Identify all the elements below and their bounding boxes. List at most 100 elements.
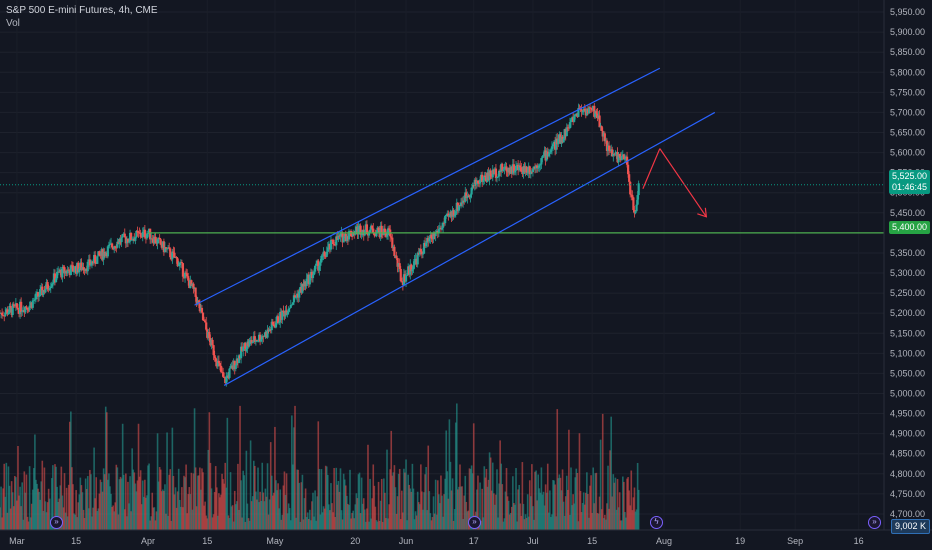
candle-body bbox=[471, 184, 474, 188]
candle-body bbox=[598, 115, 601, 128]
volume-bar bbox=[366, 508, 368, 530]
volume-bar bbox=[371, 498, 374, 530]
volume-bar bbox=[587, 494, 589, 530]
channel-trend-line[interactable] bbox=[194, 67, 661, 306]
volume-bar bbox=[506, 496, 509, 530]
candle-body bbox=[459, 202, 463, 206]
candle-body bbox=[211, 339, 214, 346]
candle-body bbox=[618, 154, 621, 157]
volume-bar bbox=[499, 440, 501, 530]
volume-bar bbox=[441, 495, 443, 530]
candle-body bbox=[80, 262, 83, 271]
candle-body bbox=[176, 258, 179, 267]
volume-bar bbox=[377, 481, 380, 530]
volume-bar bbox=[133, 472, 136, 530]
volume-bar bbox=[365, 521, 367, 530]
time-axis[interactable]: Mar 15 Apr 15 May 20 Jun 17 Jul 15 Aug 19 Sep 16 bbox=[9, 536, 863, 546]
volume-bar bbox=[242, 470, 245, 530]
volume-bar bbox=[372, 464, 375, 530]
channel-trend-line[interactable] bbox=[223, 111, 716, 386]
volume-bar bbox=[389, 469, 391, 530]
volume-bar bbox=[367, 444, 369, 530]
volume-bar bbox=[227, 515, 230, 530]
volume-bar bbox=[596, 513, 599, 530]
volume-bar bbox=[25, 474, 28, 530]
volume-bar bbox=[29, 517, 32, 530]
volume-bar bbox=[338, 491, 341, 530]
candle-body bbox=[501, 164, 504, 171]
volume-bar bbox=[193, 408, 196, 530]
volume-bar bbox=[302, 519, 305, 530]
candle-body bbox=[143, 229, 146, 238]
candle-body bbox=[301, 284, 304, 293]
projection-arrow-segment[interactable] bbox=[642, 148, 661, 189]
candle-body bbox=[637, 183, 640, 196]
volume-bar bbox=[326, 474, 329, 530]
candle-body bbox=[225, 376, 228, 384]
volume-bar bbox=[544, 484, 547, 530]
volume-bar bbox=[47, 488, 50, 530]
candle-body bbox=[413, 259, 416, 266]
volume-bar bbox=[477, 475, 479, 530]
volume-bar bbox=[211, 517, 214, 530]
volume-bar bbox=[623, 481, 625, 530]
projection-arrow-segment[interactable] bbox=[659, 148, 707, 218]
candle-body bbox=[248, 340, 251, 346]
volume-bar bbox=[532, 506, 534, 530]
volume-bar bbox=[75, 490, 77, 530]
volume-bar bbox=[254, 465, 256, 530]
volume-bar bbox=[42, 510, 45, 530]
candle-body bbox=[631, 194, 634, 198]
volume-bar bbox=[625, 517, 627, 530]
volume-indicator-label[interactable]: Vol bbox=[6, 18, 20, 29]
candle-body bbox=[399, 268, 402, 281]
time-tick-label: Jul bbox=[527, 536, 539, 546]
volume-bar bbox=[225, 487, 228, 530]
event-marker-icon[interactable]: » bbox=[468, 516, 481, 529]
volume-bar bbox=[362, 498, 365, 530]
volume-bar bbox=[191, 509, 194, 530]
volume-bar bbox=[247, 518, 250, 530]
volume-bar bbox=[390, 430, 393, 530]
volume-bar bbox=[451, 478, 454, 530]
flash-event-icon[interactable]: ϟ bbox=[650, 516, 663, 529]
volume-bar bbox=[595, 472, 598, 530]
volume-bar bbox=[260, 500, 262, 530]
candle-body bbox=[67, 269, 70, 271]
candle-body bbox=[38, 296, 41, 297]
volume-bar bbox=[61, 495, 64, 530]
volume-bar bbox=[273, 492, 275, 530]
volume-bar bbox=[0, 486, 2, 530]
volume-bar bbox=[151, 492, 154, 530]
volume-bar bbox=[429, 513, 432, 530]
volume-bar bbox=[369, 478, 371, 530]
candle-body bbox=[513, 170, 517, 173]
volume-bar bbox=[550, 517, 552, 530]
candle-body bbox=[380, 225, 383, 234]
price-axis[interactable]: 4,700.00 4,750.00 4,800.00 4,850.00 4,900.00… bbox=[890, 7, 925, 519]
volume-bar bbox=[448, 419, 451, 530]
volume-bar bbox=[289, 520, 292, 530]
event-marker-icon[interactable]: » bbox=[868, 516, 881, 529]
volume-bar bbox=[80, 485, 83, 530]
candle-body bbox=[565, 127, 568, 137]
volume-bar bbox=[240, 480, 242, 530]
candle-body bbox=[550, 146, 554, 150]
volume-bar bbox=[129, 476, 131, 530]
candle-body bbox=[512, 164, 516, 173]
volume-bar bbox=[523, 519, 526, 530]
volume-bar bbox=[226, 417, 229, 530]
volume-bar bbox=[438, 494, 440, 530]
symbol-title[interactable]: S&P 500 E-mini Futures, 4h, CME bbox=[6, 5, 158, 16]
candle-body bbox=[46, 282, 49, 289]
volume-bar bbox=[540, 467, 543, 530]
event-marker-icon[interactable]: » bbox=[50, 516, 63, 529]
volume-bar bbox=[614, 477, 617, 530]
volume-bar bbox=[515, 468, 517, 530]
volume-bar bbox=[144, 479, 146, 530]
volume-bar bbox=[7, 466, 10, 530]
candle-body bbox=[288, 307, 291, 309]
volume-bar bbox=[378, 520, 381, 530]
candle-body bbox=[218, 363, 222, 366]
